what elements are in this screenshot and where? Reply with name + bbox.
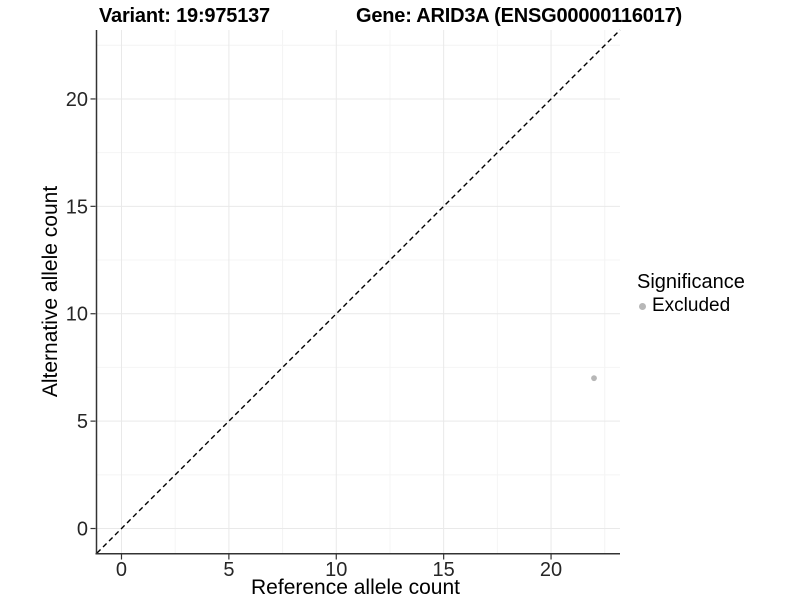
y-axis-title: Alternative allele count xyxy=(39,186,62,397)
y-tick-label: 15 xyxy=(66,196,88,218)
plot-title-variant: Variant: 19:975137 xyxy=(99,5,270,27)
x-axis-title: Reference allele count xyxy=(251,576,460,599)
y-tick-label: 10 xyxy=(66,304,88,326)
x-tick-label: 5 xyxy=(223,559,234,581)
x-tick-label: 20 xyxy=(540,559,562,581)
x-tick-label: 15 xyxy=(433,559,455,581)
plot-title: Variant: 19:975137 Gene: ARID3A (ENSG000… xyxy=(0,0,800,28)
identity-reference-line xyxy=(96,29,621,554)
y-tick-label: 5 xyxy=(77,411,88,433)
data-point-excluded xyxy=(591,375,597,382)
plot-title-gene: Gene: ARID3A (ENSG00000116017) xyxy=(356,5,683,27)
legend-item-excluded: Excluded xyxy=(637,295,745,317)
legend-title: Significance xyxy=(637,271,745,293)
legend-item-label: Excluded xyxy=(652,295,731,316)
x-tick-label: 10 xyxy=(325,559,347,581)
y-tick-label: 20 xyxy=(66,89,88,111)
x-tick-label: 0 xyxy=(116,559,127,581)
y-tick-label: 0 xyxy=(77,519,88,541)
legend: Significance Excluded xyxy=(637,272,745,317)
legend-point-swatch xyxy=(639,302,646,310)
